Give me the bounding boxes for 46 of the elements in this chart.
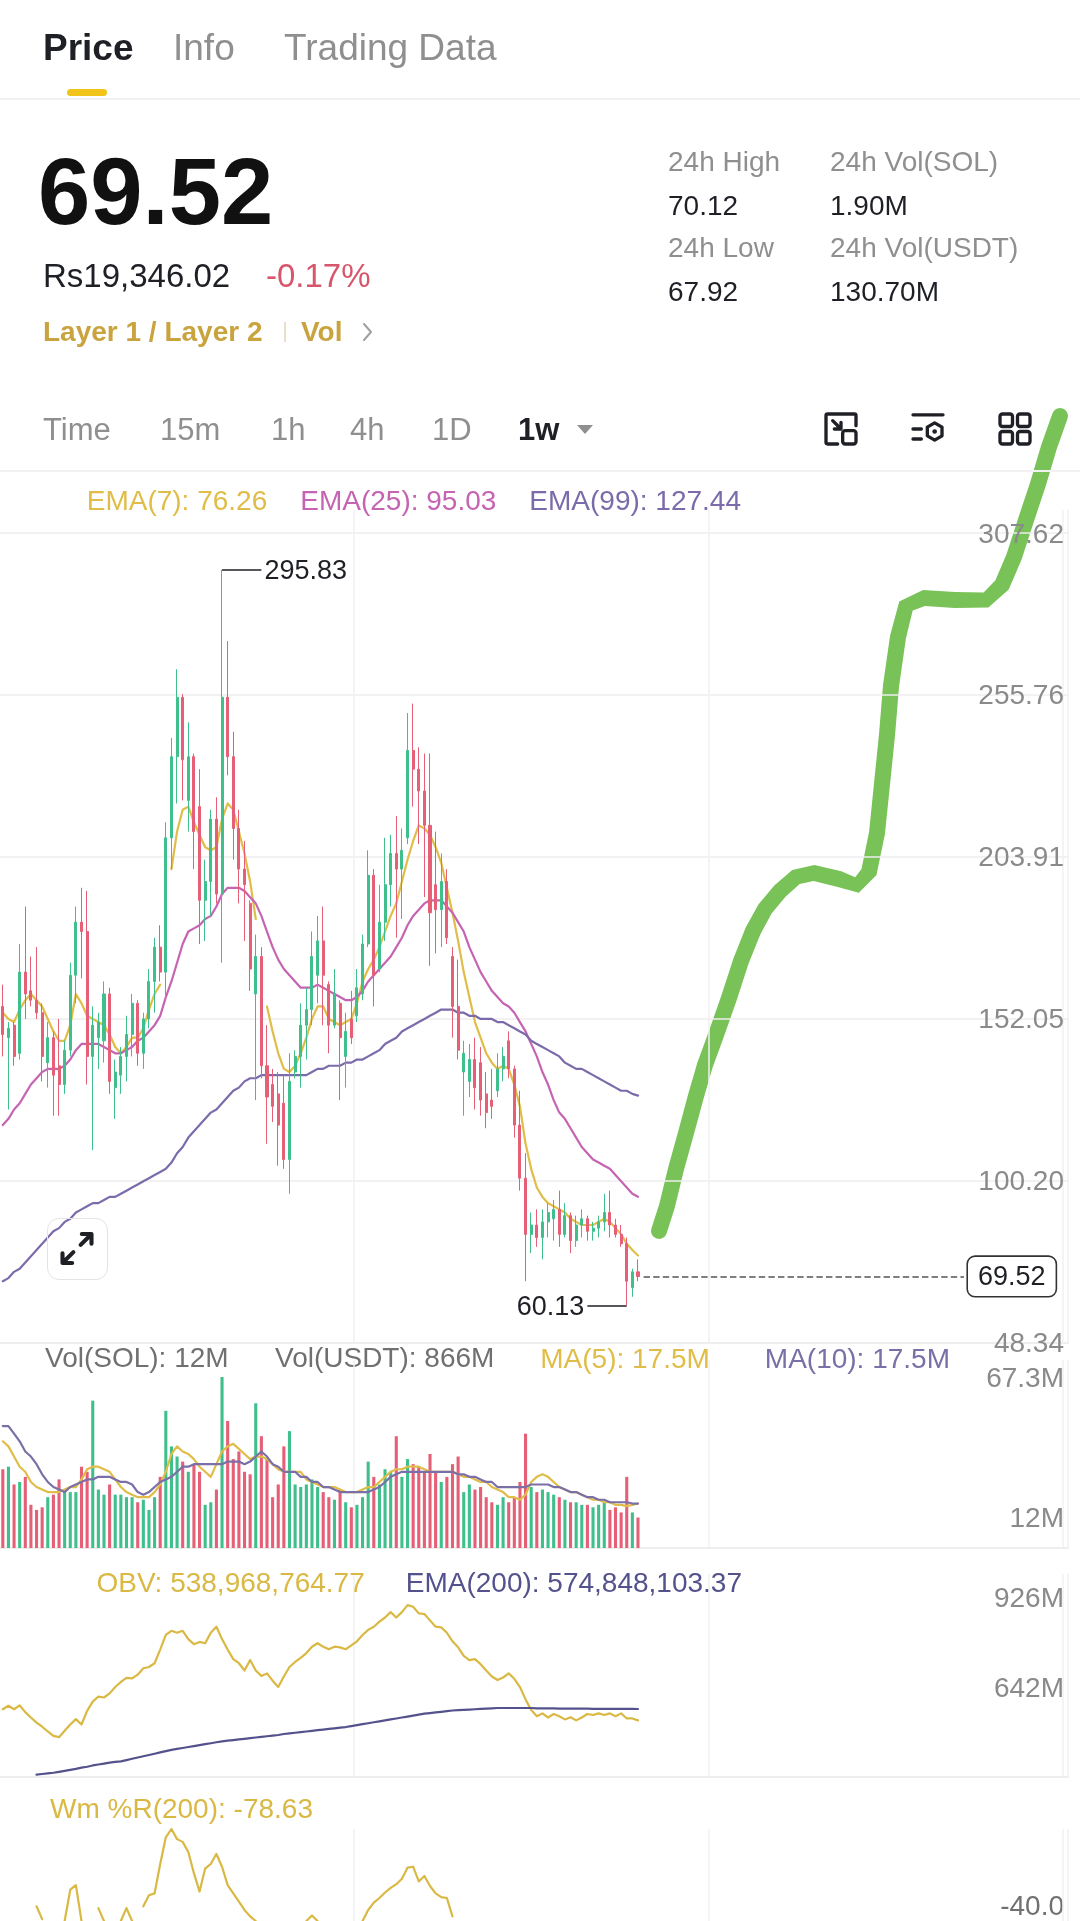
text: Vol [301,316,343,347]
text: Rs19,346.02 [43,256,231,294]
text: EMA(7): 76.26 [86,484,268,516]
y-tick-label: 926M [993,1581,1064,1613]
text: 70.12 [668,190,739,221]
annotation: 60.13 [516,1290,585,1321]
y-tick-label: 12M [1009,1502,1064,1534]
text: 4h [350,411,385,447]
text: Layer 1 / Layer 2 [43,316,263,347]
text: -0.17% [266,256,371,294]
text: 1w [518,411,560,447]
annotation: 295.83 [264,554,347,585]
text: 69.52 [38,139,274,244]
text: 24h Vol(USDT) [830,232,1019,263]
text: MA(5): 17.5M [540,1342,710,1374]
y-tick-label: 100.20 [978,1165,1064,1197]
text: EMA(99): 127.44 [529,484,741,516]
y-tick-label: 642M [993,1672,1064,1704]
text: 67.92 [668,276,739,307]
text: Trading Data [284,26,497,68]
y-tick-label: 307.62 [978,517,1064,549]
text: 15m [160,411,221,447]
annotation: Vol(USDT): 866M [275,1341,495,1373]
y-tick-label: 67.3M [986,1361,1064,1393]
text: 24h High [668,146,781,177]
text: 1.90M [830,190,908,221]
series-label: OBV: 538,968,764.77 [96,1566,365,1598]
text: Time [43,411,111,447]
y-tick-label: 48.34 [993,1327,1064,1359]
y-tick-label: 152.05 [978,1003,1064,1035]
text: 24h Low [668,232,774,263]
text: 24h Vol(SOL) [830,146,999,177]
series-label: Wm %R(200): -78.63 [50,1792,313,1824]
text: EMA(200): 574,848,103.37 [405,1566,742,1598]
y-tick-label: 255.76 [978,679,1064,711]
text: -40.0 [1000,1889,1065,1921]
text: 130.70M [830,276,939,307]
y-tick-label: 203.91 [978,841,1064,873]
ref-line-label: 69.52 [978,1261,1046,1292]
text: MA(10): 17.5M [764,1342,950,1374]
text: EMA(25): 95.03 [300,484,497,516]
text: Price [43,26,134,68]
text: Info [173,26,235,68]
annotation: Vol(SOL): 12M [45,1341,229,1373]
text: 1D [432,411,472,447]
text: 1h [271,411,306,447]
